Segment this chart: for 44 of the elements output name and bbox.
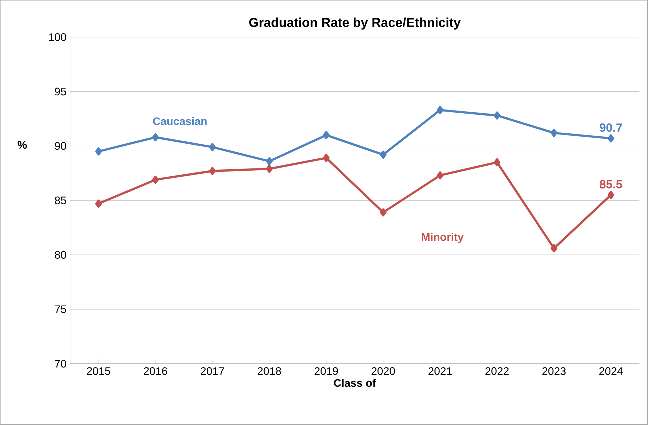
point — [550, 128, 558, 138]
point — [152, 176, 160, 184]
point — [437, 171, 444, 180]
point — [380, 208, 387, 217]
x-tick-label: 2015 — [87, 367, 110, 376]
x-tick-label: 2020 — [372, 367, 396, 376]
x-tick-label: 2024 — [600, 367, 623, 376]
x-axis-title: Class of — [334, 378, 376, 387]
x-tick-label: 2022 — [486, 367, 509, 376]
x-tick-label: 2021 — [428, 367, 452, 376]
point — [608, 191, 614, 200]
point — [323, 154, 330, 162]
point — [323, 131, 330, 140]
point — [266, 157, 273, 166]
point — [209, 167, 216, 176]
y-tick-label: 85 — [55, 196, 66, 204]
point — [95, 147, 102, 156]
point — [95, 200, 102, 208]
y-tick-label: 100 — [49, 33, 66, 42]
x-tick-label: 2019 — [314, 367, 338, 376]
x-tick-label: 2023 — [542, 367, 566, 376]
chart-title: Graduation Rate by Race/Ethnicity — [249, 18, 461, 30]
data-label: 90.7 — [600, 124, 622, 132]
x-tick-label: 2018 — [258, 367, 282, 376]
point — [494, 158, 501, 166]
data-label: 85.5 — [600, 180, 622, 189]
x-tick-label: 2016 — [144, 367, 168, 376]
point — [494, 112, 501, 120]
y-tick-label: 70 — [55, 360, 66, 368]
y-tick-label: 90 — [55, 142, 66, 150]
point — [152, 133, 160, 142]
point — [266, 164, 273, 174]
point — [437, 106, 444, 114]
y-tick-label: 75 — [55, 306, 66, 314]
point — [550, 244, 558, 252]
y-tick-label: 80 — [55, 251, 66, 259]
x-tick-label: 2017 — [201, 367, 224, 376]
y-axis-title: % — [18, 141, 28, 149]
series-label: Caucasian — [153, 117, 207, 126]
y-tick-label: 95 — [55, 88, 66, 96]
point — [608, 134, 614, 143]
point — [209, 143, 216, 152]
text: Minority — [422, 232, 464, 244]
point — [380, 150, 387, 159]
